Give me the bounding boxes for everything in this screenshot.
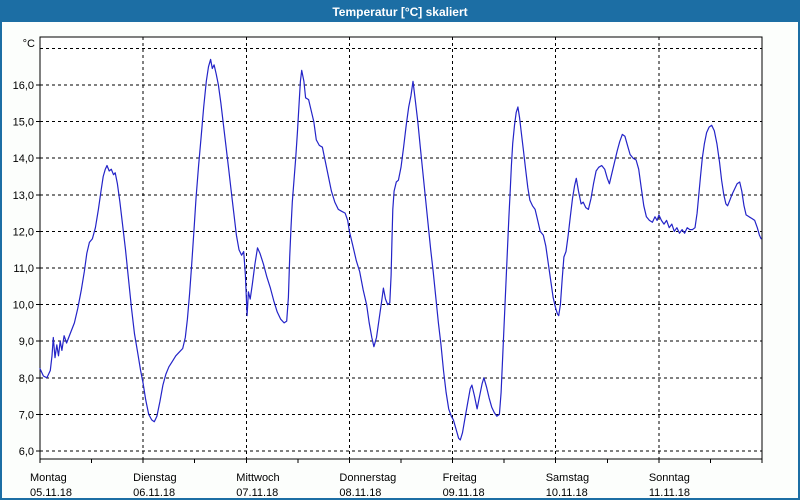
day-date-label: 08.11.18 — [339, 487, 381, 498]
window-title-bar: Temperatur [°C] skaliert — [2, 2, 798, 22]
temperature-chart: 6,0 7,0 8,0 9,0 10,0 11,0 12,0 13,0 14,0 15,0 16,0… — [13, 36, 763, 498]
day-name-label: Sonntag — [649, 472, 690, 484]
day-name-label: Freitag — [443, 472, 477, 484]
y-axis-unit-label: °C — [23, 38, 35, 50]
y-tick-label: 13,0 — [13, 190, 34, 202]
window-title: Temperatur [°C] skaliert — [332, 5, 468, 19]
day-date-label: 11.11.18 — [649, 487, 690, 498]
y-tick-label: 8,0 — [19, 373, 34, 385]
y-tick-label: 11,0 — [13, 263, 34, 275]
y-tick-label: 7,0 — [19, 409, 34, 421]
day-date-label: 05.11.18 — [30, 487, 72, 498]
plot-area — [39, 36, 763, 460]
y-tick-label: 16,0 — [13, 80, 34, 92]
day-name-label: Samstag — [546, 472, 589, 484]
day-date-label: 10.11.18 — [546, 487, 588, 498]
y-tick-label: 15,0 — [13, 117, 34, 129]
y-tick-label: 9,0 — [19, 336, 34, 348]
y-tick-label: 14,0 — [13, 153, 34, 165]
day-name-label: Mittwoch — [236, 472, 279, 484]
y-tick-label: 12,0 — [13, 226, 34, 238]
y-tick-label: 10,0 — [13, 300, 34, 312]
day-name-label: Montag — [30, 472, 67, 484]
chart-area: 6,0 7,0 8,0 9,0 10,0 11,0 12,0 13,0 14,0 15,0 16,0… — [2, 22, 798, 498]
day-name-label: Dienstag — [133, 472, 176, 484]
day-date-label: 06.11.18 — [133, 487, 175, 498]
day-date-label: 07.11.18 — [236, 487, 278, 498]
y-tick-label: 6,0 — [19, 446, 34, 458]
day-date-label: 09.11.18 — [443, 487, 485, 498]
temperature-series-line — [39, 58, 762, 441]
day-name-label: Donnerstag — [339, 472, 396, 484]
